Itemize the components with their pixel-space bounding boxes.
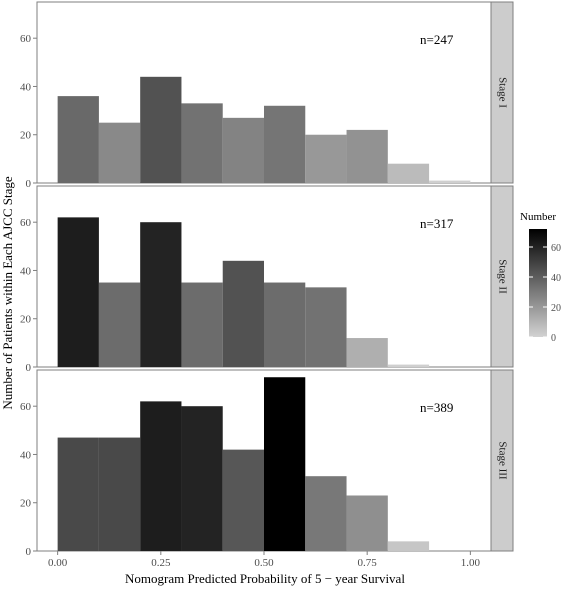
legend-colorbar bbox=[529, 229, 547, 337]
histogram-bar bbox=[140, 76, 182, 183]
y-tick-label: 20 bbox=[20, 130, 32, 142]
histogram-bar bbox=[305, 134, 347, 183]
histogram-bar bbox=[387, 364, 430, 367]
fill-legend: Number 0 20 40 60 bbox=[520, 211, 561, 344]
histogram-bar bbox=[57, 437, 99, 551]
histogram-bar bbox=[346, 495, 388, 551]
histogram-bar bbox=[181, 406, 223, 551]
y-tick-label: 0 bbox=[26, 362, 32, 374]
facet-strip-label: Stage III bbox=[496, 441, 508, 480]
legend-tick-label: 40 bbox=[551, 273, 561, 284]
facet-panel-3: 0 20 40 60 n=389 Stage III bbox=[20, 369, 514, 558]
legend-title: Number bbox=[520, 211, 556, 223]
sample-size-annotation: n=247 bbox=[420, 32, 454, 47]
histogram-bar bbox=[305, 476, 347, 551]
histogram-bar bbox=[98, 437, 141, 551]
legend-tick-label: 20 bbox=[551, 303, 561, 314]
histogram-bar bbox=[140, 401, 182, 551]
histogram-bar bbox=[181, 282, 223, 367]
histogram-bar bbox=[222, 117, 264, 183]
histogram-bar bbox=[387, 163, 430, 183]
facet-strip bbox=[490, 369, 514, 552]
y-tick-label: 40 bbox=[20, 81, 32, 93]
x-tick-label: 0.00 bbox=[48, 557, 68, 569]
facet-strip bbox=[490, 1, 514, 184]
histogram-bar bbox=[57, 217, 99, 367]
histogram-bar bbox=[264, 105, 306, 183]
y-tick-label: 60 bbox=[20, 33, 32, 45]
y-tick-label: 0 bbox=[26, 178, 32, 190]
y-tick-label: 40 bbox=[20, 449, 32, 461]
legend-tick-label: 60 bbox=[551, 243, 561, 254]
facet-panel-1: 0 20 40 60 n=247 Stage I bbox=[20, 1, 514, 190]
histogram-bar bbox=[346, 129, 388, 183]
facet-strip-label: Stage I bbox=[496, 77, 508, 108]
facet-strip-label: Stage II bbox=[496, 259, 508, 294]
histogram-bar bbox=[346, 338, 388, 367]
x-tick-label: 1.00 bbox=[461, 557, 481, 569]
histogram-bar bbox=[264, 282, 306, 367]
histogram-bar bbox=[57, 96, 99, 183]
y-tick-label: 60 bbox=[20, 401, 32, 413]
facet-strip bbox=[490, 185, 514, 368]
x-tick-label: 0.75 bbox=[358, 557, 378, 569]
histogram-bar bbox=[387, 541, 430, 551]
y-tick-label: 20 bbox=[20, 498, 32, 510]
legend-tick-label: 0 bbox=[551, 333, 556, 344]
y-tick-label: 0 bbox=[26, 546, 32, 558]
x-axis-title: Nomogram Predicted Probability of 5 − ye… bbox=[125, 571, 405, 586]
x-tick-label: 0.50 bbox=[254, 557, 274, 569]
histogram-bar bbox=[98, 282, 141, 367]
histogram-bar bbox=[222, 449, 264, 551]
y-tick-label: 40 bbox=[20, 265, 32, 277]
y-tick-label: 60 bbox=[20, 217, 32, 229]
y-tick-label: 20 bbox=[20, 314, 32, 326]
facet-panel-2: 0 20 40 60 n=317 Stage II bbox=[20, 185, 514, 374]
histogram-bar bbox=[429, 180, 471, 183]
histogram-bar bbox=[181, 103, 223, 183]
x-tick-label: 0.25 bbox=[151, 557, 171, 569]
sample-size-annotation: n=389 bbox=[420, 400, 453, 415]
histogram-bar bbox=[222, 260, 264, 367]
histogram-bar bbox=[305, 287, 347, 367]
histogram-bar bbox=[98, 122, 141, 183]
y-axis-title: Number of Patients within Each AJCC Stag… bbox=[0, 176, 15, 409]
sample-size-annotation: n=317 bbox=[420, 216, 454, 231]
histogram-bar bbox=[264, 377, 306, 551]
histogram-bar bbox=[140, 222, 182, 367]
